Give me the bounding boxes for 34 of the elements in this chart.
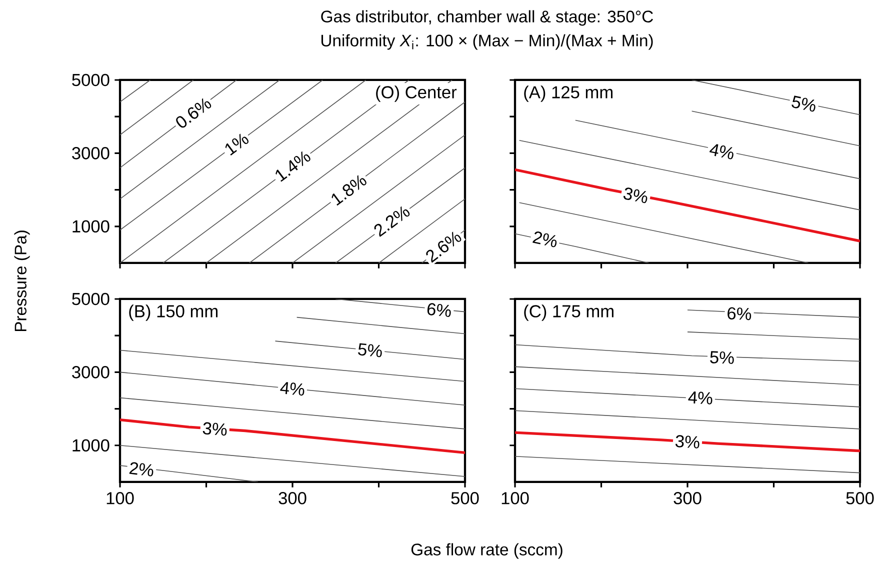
x-tick-label: 300: [278, 492, 306, 504]
chart-title: (C) 175 mm: [524, 304, 614, 321]
chart-title: (O) Center: [376, 86, 457, 102]
y-tick-label: 1000: [72, 439, 110, 452]
annotation: 6%: [728, 307, 752, 320]
annotation: 6%: [427, 303, 451, 317]
x-axis-title: Gas flow rate (sccm): [411, 543, 562, 559]
x-tick-label: 500: [451, 492, 479, 504]
annotation: 4%: [280, 382, 304, 396]
annotation: 5%: [792, 96, 816, 112]
y-tick-label: 1000: [72, 220, 110, 233]
annotation: 2%: [129, 462, 154, 476]
annotation: 4%: [709, 144, 734, 160]
annotation: 3%: [202, 422, 227, 436]
text: Gas distributor, chamber wall & stage: 350°C: [321, 10, 653, 26]
y-tick-label: 5000: [72, 74, 110, 86]
annotation: 3%: [624, 188, 648, 204]
annotation: 1%: [225, 134, 248, 156]
x-tick-label: 100: [106, 492, 134, 504]
annotation: 4%: [688, 392, 712, 404]
text: Uniformity X$_{i}$: 100 × (Max − Min)/(Max + Min): [321, 34, 653, 50]
annotation: 3%: [675, 435, 700, 448]
chart-title: (A) 125 mm: [524, 86, 612, 102]
annotation: 5%: [358, 343, 382, 358]
y-axis-title: Pressure (Pa): [14, 230, 30, 332]
chart-title: (B) 150 mm: [129, 304, 218, 321]
x-tick-label: 100: [502, 492, 529, 504]
x-tick-label: 300: [674, 492, 702, 504]
y-tick-label: 3000: [72, 366, 110, 378]
annotation: 5%: [710, 351, 734, 364]
y-tick-label: 5000: [72, 292, 110, 306]
x-tick-label: 500: [846, 492, 874, 504]
annotation: 2%: [532, 232, 557, 248]
y-tick-label: 3000: [72, 147, 110, 160]
